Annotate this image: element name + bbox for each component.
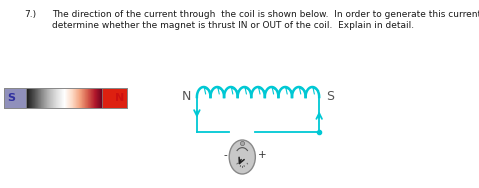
- Text: S: S: [326, 90, 334, 104]
- Text: 7.): 7.): [24, 10, 37, 19]
- Text: The direction of the current through  the coil is shown below.  In order to gene: The direction of the current through the…: [52, 10, 479, 19]
- Text: +: +: [258, 150, 266, 160]
- Text: N: N: [182, 90, 191, 104]
- Bar: [4, 88, 127, 108]
- Text: -: -: [223, 150, 227, 160]
- Bar: [103, 88, 127, 108]
- Text: S: S: [7, 93, 15, 103]
- Circle shape: [229, 140, 255, 174]
- Text: determine whether the magnet is thrust IN or OUT of the coil.  Explain in detail: determine whether the magnet is thrust I…: [52, 21, 414, 30]
- Bar: [4, 88, 26, 108]
- Text: N: N: [114, 93, 124, 103]
